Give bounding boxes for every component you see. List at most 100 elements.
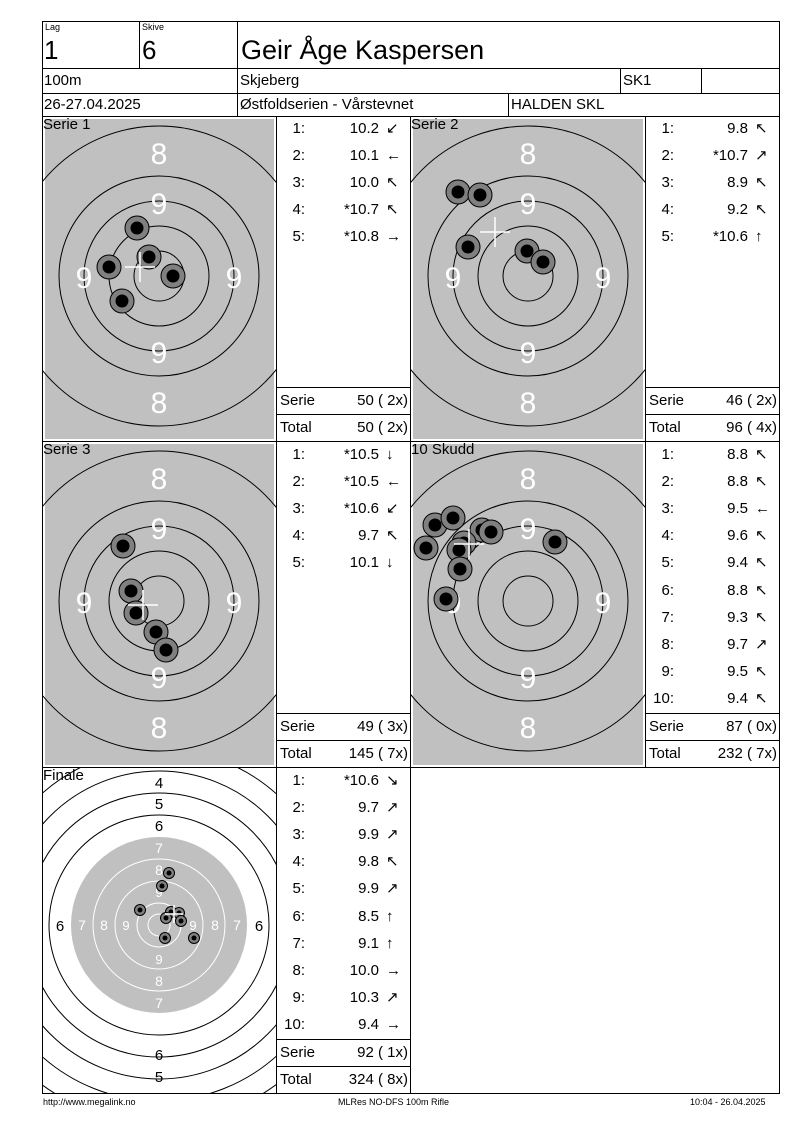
shot-value: 8.8: [727, 581, 748, 599]
shot-row: 3: 9.5 ←: [652, 501, 776, 519]
serie3-total-label: Total: [280, 745, 312, 762]
shot-value: 8.5: [358, 907, 379, 925]
shot-direction-icon: ↘: [386, 772, 399, 789]
shot-number: 6:: [292, 907, 305, 925]
shot-number: 1:: [661, 446, 674, 463]
shot-direction-icon: ↗: [755, 635, 768, 653]
footer-url[interactable]: http://www.megalink.no: [43, 1097, 136, 1107]
finale-label-7-top: 7: [155, 840, 163, 856]
footer-timestamp: 10:04 - 26.04.2025: [690, 1097, 766, 1107]
ring-8: [43, 125, 276, 427]
lag-value: 1: [44, 35, 59, 65]
shot-hole-center: [102, 260, 116, 274]
shot-row: 9: 10.3 ↗: [283, 990, 407, 1008]
shot-hole-center: [124, 584, 138, 598]
ring-label-9-bottom: 9: [151, 337, 168, 370]
shot-direction-icon: ↖: [755, 608, 768, 626]
shot-hole-center: [149, 625, 163, 639]
shot-number: 5:: [292, 554, 305, 572]
target-background: [45, 119, 274, 439]
shot-direction-icon: ↖: [755, 446, 768, 463]
shot-hole-center: [142, 250, 156, 264]
finale-outer-ring: [48, 814, 270, 1036]
target-title: Serie 1: [43, 117, 91, 133]
shot-value: 9.5: [727, 662, 748, 680]
shot-row: 3: 10.0 ↖: [283, 175, 407, 193]
ring-x: [502, 575, 554, 627]
shot-direction-icon: ↙: [386, 500, 399, 518]
shot-hole-center: [166, 269, 180, 283]
shot-row: 8: 9.7 ↗: [652, 637, 776, 655]
shot-row: 5: 9.9 ↗: [283, 881, 407, 899]
shot-number: 1:: [292, 772, 305, 789]
finale-label-8-top: 8: [155, 862, 163, 878]
shot-hole-center: [446, 511, 460, 525]
shot-value: *10.6: [712, 228, 748, 246]
shot-direction-icon: ↗: [755, 147, 768, 165]
ring-label-8-bottom: 8: [520, 387, 537, 420]
finale-label-9-top: 9: [155, 885, 162, 900]
date: 26-27.04.2025: [44, 96, 141, 113]
class: SK1: [623, 72, 652, 89]
ring-label-9-top: 9: [520, 188, 537, 221]
shot-number: 9:: [292, 988, 305, 1006]
shot-number: 1:: [661, 120, 674, 137]
shot-number: 2:: [292, 473, 305, 491]
shot-row: 1: 10.2 ↙: [283, 121, 407, 139]
serie3-total-value: 145 ( 7x): [348, 745, 408, 762]
shot-row: 10: 9.4 →: [283, 1017, 407, 1035]
shot-row: 3: *10.6 ↙: [283, 501, 407, 519]
ring-label-8-bottom: 8: [151, 712, 168, 745]
finale-label-7-bottom: 7: [155, 995, 163, 1011]
shot-number: 8:: [292, 961, 305, 979]
skudd-total-label: Total: [649, 745, 681, 762]
ring-8: [411, 450, 645, 752]
shot-row: 4: 9.8 ↖: [283, 854, 407, 872]
shot-direction-icon: →: [386, 961, 401, 979]
target-title: 10 Skudd: [411, 442, 474, 458]
serie1-total-value: 50 ( 2x): [357, 419, 408, 436]
shot-row: 5: *10.8 →: [283, 229, 407, 247]
shot-number: 4:: [661, 201, 674, 219]
target-serie-1: 8 8 9 9 9 9 Serie 1: [43, 117, 276, 441]
shot-number: 8:: [661, 635, 674, 653]
shot-value: 9.2: [727, 201, 748, 219]
finale-label-9-left: 9: [122, 918, 129, 933]
ring-9a: [427, 500, 629, 702]
shot-value: 9.6: [727, 527, 748, 545]
shot-value: 9.4: [727, 689, 748, 707]
target-serie-3: 8 8 9 9 9 9 Serie 3: [43, 442, 276, 767]
serie2-total-value: 96 ( 4x): [726, 419, 777, 436]
lag-label: Lag: [45, 22, 61, 32]
ring-label-9-top: 9: [151, 188, 168, 221]
shot-value: 9.7: [358, 799, 379, 817]
ring-label-9-right: 9: [595, 262, 612, 295]
shot-row: 7: 9.3 ↖: [652, 610, 776, 628]
shot-number: 4:: [292, 201, 305, 219]
shot-direction-icon: ↖: [755, 689, 768, 707]
shot-number: 5:: [292, 228, 305, 246]
finale-label-6-left: 6: [56, 918, 64, 935]
shot-hole-center: [166, 870, 172, 876]
serie1-serie-value: 50 ( 2x): [357, 392, 408, 409]
finale-total-label: Total: [280, 1071, 312, 1088]
shot-direction-icon: ↓: [386, 446, 394, 463]
serie2-serie-label: Serie: [649, 392, 685, 409]
shot-direction-icon: ↑: [386, 934, 394, 952]
shot-direction-icon: ↖: [386, 853, 399, 871]
shot-row: 1: 8.8 ↖: [652, 447, 776, 465]
shot-direction-icon: ←: [386, 147, 401, 165]
shot-number: 4:: [292, 527, 305, 545]
ring-9: [83, 525, 235, 677]
ring-label-9-bottom: 9: [520, 337, 537, 370]
shot-number: 6:: [661, 581, 674, 599]
ring-9a: [58, 175, 260, 377]
finale-label-8-left: 8: [100, 917, 108, 933]
location: Skjeberg: [240, 72, 300, 89]
shot-hole-center: [137, 907, 143, 913]
shot-hole-center: [484, 525, 498, 539]
shot-hole-center: [473, 188, 487, 202]
shot-row: 8: 10.0 →: [283, 963, 407, 981]
shot-value: 9.4: [727, 554, 748, 572]
ring-label-9-left: 9: [76, 262, 93, 295]
